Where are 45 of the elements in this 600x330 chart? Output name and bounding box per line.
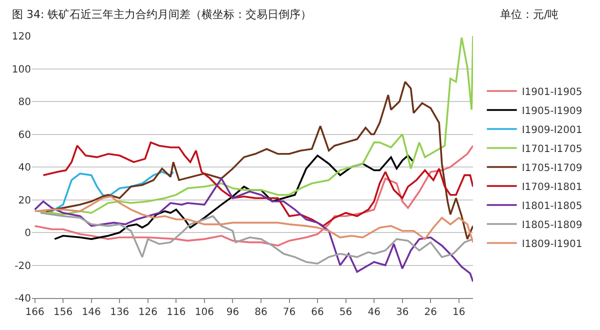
legend-label: I1905-I1909 (522, 106, 582, 117)
line-series (40, 36, 473, 216)
line-series (34, 144, 473, 246)
x-tick-label: 106 (194, 307, 214, 318)
line-series (34, 178, 473, 283)
legend-label: I1709-I1801 (522, 182, 582, 193)
line-series (42, 142, 473, 227)
x-tick-label: 66 (311, 307, 324, 318)
chart-title: 图 34: 铁矿石近三年主力合约月间差（横坐标：交易日倒序） (12, 8, 312, 21)
y-tick-label: 80 (18, 97, 31, 108)
line-series (40, 212, 473, 265)
y-tick-label: 60 (18, 130, 31, 141)
x-tick-label: 86 (254, 307, 268, 318)
x-tick-label: 46 (368, 307, 380, 318)
legend-label: I1901-I1905 (522, 86, 582, 98)
y-tick-label: 0 (24, 228, 31, 239)
x-tick-label: 76 (282, 307, 296, 318)
x-tick-label: 26 (424, 307, 437, 318)
legend-label: I1801-I1805 (522, 200, 582, 212)
text: 单位：元/吨 (500, 8, 559, 21)
x-tick-label: 36 (396, 307, 409, 318)
y-tick-label: 40 (18, 162, 31, 174)
x-tick-label: 146 (82, 307, 101, 318)
x-tick-label: 156 (54, 307, 73, 318)
x-tick-label: 126 (138, 307, 158, 318)
x-tick-label: 16 (452, 307, 466, 318)
y-tick-label: -20 (14, 260, 31, 272)
x-tick-label: 116 (166, 307, 186, 318)
legend-label: I1805-I1809 (522, 220, 582, 231)
y-tick-label: -40 (14, 294, 31, 304)
line-series (54, 154, 415, 240)
y-tick-label: 120 (12, 32, 31, 42)
x-tick-label: 56 (339, 307, 352, 318)
line-series (36, 171, 174, 212)
y-tick-label: 100 (12, 64, 31, 76)
x-tick-label: 96 (226, 307, 240, 318)
legend-label: I1909-I2001 (522, 124, 582, 136)
legend-label: I1705-I1709 (522, 162, 582, 174)
x-tick-label: 166 (25, 307, 44, 318)
y-tick-label: 20 (18, 195, 31, 206)
x-tick-label: 136 (110, 307, 130, 318)
legend-label: I1701-I1705 (522, 144, 582, 155)
line-series (34, 196, 473, 244)
legend-label: I1809-I1901 (522, 238, 582, 250)
line-series (45, 80, 473, 240)
